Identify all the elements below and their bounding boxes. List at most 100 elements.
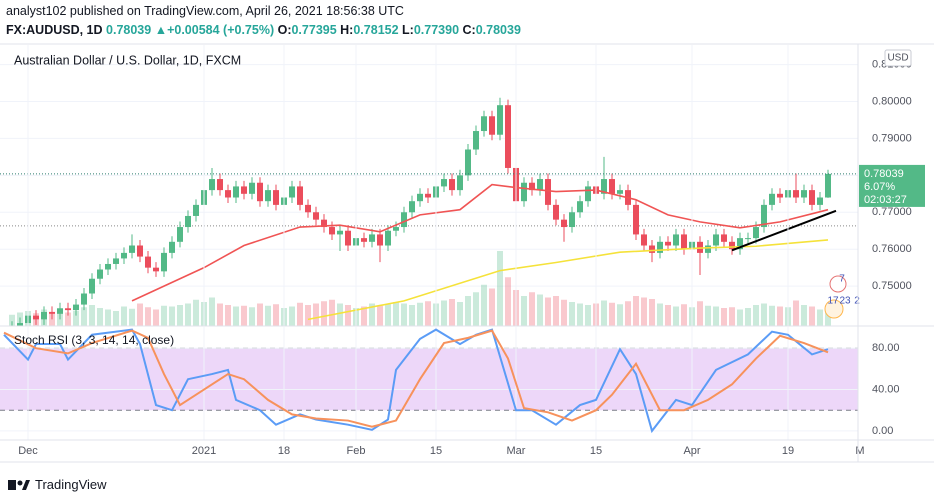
volume-bar — [465, 296, 471, 326]
volume-bar — [345, 305, 351, 326]
candle-body — [233, 186, 239, 198]
candle-body — [753, 227, 759, 239]
volume-bar — [481, 284, 487, 326]
x-tick-label: 18 — [278, 445, 290, 457]
volume-bar — [505, 277, 511, 326]
volume-bar — [601, 300, 607, 326]
volume-bar — [209, 297, 215, 326]
volume-bar — [521, 296, 527, 326]
x-tick-label: 15 — [430, 445, 442, 457]
candle-body — [297, 186, 303, 205]
volume-bar — [185, 303, 191, 326]
change-arrow: ▲ — [154, 23, 168, 37]
candle-body — [721, 234, 727, 242]
volume-bar — [649, 299, 655, 326]
candle-body — [329, 227, 335, 235]
candle-body — [17, 323, 23, 326]
candle-body — [9, 327, 15, 331]
volume-bar — [425, 301, 431, 326]
candle-body — [121, 252, 127, 259]
volume-bar — [81, 307, 87, 326]
candle-body — [585, 186, 591, 202]
last-price-text: 0.78039 — [864, 168, 904, 180]
candle-body — [217, 179, 223, 191]
candle-body — [273, 190, 279, 205]
candle-body — [577, 201, 583, 213]
quote-line: FX:AUDUSD, 1D 0.78039 ▲+0.00584 (+0.75%)… — [6, 23, 521, 37]
volume-bar — [217, 303, 223, 326]
logo-icon — [8, 479, 30, 490]
volume-bar — [801, 305, 807, 326]
rsi-title: Stoch RSI (3, 3, 14, 14, close) — [14, 333, 174, 347]
volume-bar — [249, 307, 255, 326]
candle-body — [57, 308, 63, 314]
candle-body — [265, 190, 271, 202]
candle-body — [153, 267, 159, 272]
volume-bar — [177, 305, 183, 326]
candle-body — [49, 311, 55, 314]
ohlc-value: 0.78039 — [475, 23, 521, 37]
x-tick-label: 15 — [590, 445, 602, 457]
line — [307, 239, 829, 321]
y-tick-label: 0.77000 — [872, 206, 912, 218]
volume-bar — [265, 305, 271, 326]
candle-body — [425, 193, 431, 198]
candle-body — [129, 245, 135, 253]
ohlc-value: 0.77395 — [291, 23, 337, 37]
volume-bar — [633, 296, 639, 326]
candle-body — [305, 204, 311, 213]
volume-bar — [569, 302, 575, 326]
axes: 0.810000.800000.790000.780000.770000.760… — [18, 58, 925, 457]
x-tick-label: 19 — [782, 445, 794, 457]
ohlc-value: 0.77390 — [413, 23, 460, 37]
candle-body — [137, 245, 143, 257]
event-label: 2 — [854, 296, 860, 307]
currency-button[interactable] — [884, 49, 912, 67]
candle-body — [641, 234, 647, 246]
candle-body — [209, 179, 215, 191]
volume-bar — [737, 309, 743, 326]
brand: TradingView — [35, 477, 107, 492]
candle-body — [457, 175, 463, 191]
volume-bar — [609, 302, 615, 326]
rsi-pane — [0, 327, 858, 440]
event-label: 7 — [839, 274, 845, 285]
candle-body — [169, 241, 175, 253]
candle-body — [761, 204, 767, 228]
candle-body — [793, 190, 799, 198]
candle-body — [609, 179, 615, 194]
candle-body — [553, 204, 559, 220]
footer: TradingView — [8, 477, 107, 492]
candle-body — [561, 219, 567, 228]
volume-bar — [721, 308, 727, 326]
candle-body — [393, 227, 399, 231]
candle-body — [521, 182, 527, 202]
volume-bar — [401, 303, 407, 326]
last-price-text: 6.07% — [864, 181, 895, 193]
line — [3, 328, 829, 434]
volume-bar — [753, 305, 759, 326]
candle-body — [537, 179, 543, 191]
candle-body — [113, 258, 119, 264]
volume-bar — [617, 304, 623, 326]
candle-body — [73, 304, 79, 311]
x-tick-label: Apr — [683, 445, 700, 457]
volume-bar — [313, 303, 319, 326]
volume-bar — [153, 309, 159, 326]
candle-body — [313, 212, 319, 220]
event-icon — [824, 299, 844, 319]
band-fill — [0, 348, 858, 411]
volume-bar — [193, 299, 199, 326]
x-tick-label: Mar — [507, 445, 526, 457]
volume-bar — [657, 303, 663, 326]
candle-body — [601, 179, 607, 194]
volume-bar — [441, 300, 447, 326]
candle-body — [65, 308, 71, 311]
volume-bar — [761, 303, 767, 326]
volume-bar — [321, 301, 327, 326]
candle-body — [505, 105, 511, 168]
candle-body — [417, 193, 423, 202]
candle-body — [673, 234, 679, 246]
